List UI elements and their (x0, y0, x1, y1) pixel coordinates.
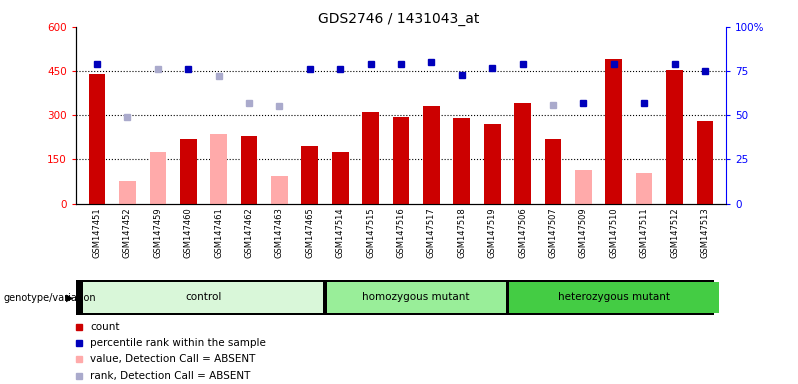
Bar (453, 118, 470, 204)
Text: GSM147465: GSM147465 (306, 207, 314, 258)
Text: count: count (90, 322, 120, 332)
Text: GSM147509: GSM147509 (579, 207, 588, 258)
Bar (544, 139, 561, 204)
Text: value, Detection Call = ABSENT: value, Detection Call = ABSENT (90, 354, 255, 364)
Bar (241, 136, 258, 204)
Text: GDS2746 / 1431043_at: GDS2746 / 1431043_at (318, 12, 480, 25)
Text: GSM147451: GSM147451 (93, 207, 101, 258)
Text: GSM147463: GSM147463 (275, 207, 284, 258)
Bar (484, 124, 500, 204)
Text: GSM147461: GSM147461 (214, 207, 223, 258)
Bar (149, 152, 166, 204)
Bar (362, 112, 379, 204)
Text: GSM147510: GSM147510 (609, 207, 618, 258)
Bar (271, 175, 288, 204)
Text: heterozygous mutant: heterozygous mutant (558, 292, 670, 302)
Text: percentile rank within the sample: percentile rank within the sample (90, 338, 266, 348)
Text: GSM147452: GSM147452 (123, 207, 132, 258)
Bar (666, 70, 683, 204)
Text: GSM147518: GSM147518 (457, 207, 466, 258)
Bar (180, 139, 196, 204)
Text: GSM147516: GSM147516 (397, 207, 405, 258)
Text: GSM147507: GSM147507 (548, 207, 558, 258)
Text: GSM147519: GSM147519 (488, 207, 496, 258)
Bar (636, 173, 653, 204)
Text: GSM147512: GSM147512 (670, 207, 679, 258)
Text: GSM147459: GSM147459 (153, 207, 162, 258)
Bar (332, 152, 349, 204)
Text: GSM147462: GSM147462 (244, 207, 254, 258)
Text: rank, Detection Call = ABSENT: rank, Detection Call = ABSENT (90, 371, 251, 381)
Bar (211, 134, 227, 204)
Bar (697, 121, 713, 204)
Text: ▶: ▶ (66, 293, 73, 303)
FancyBboxPatch shape (326, 282, 506, 313)
Text: GSM147506: GSM147506 (518, 207, 527, 258)
Bar (606, 59, 622, 204)
FancyBboxPatch shape (509, 282, 718, 313)
Text: control: control (185, 292, 222, 302)
FancyBboxPatch shape (76, 280, 714, 315)
FancyBboxPatch shape (84, 282, 323, 313)
Bar (514, 103, 531, 204)
Text: GSM147517: GSM147517 (427, 207, 436, 258)
Text: genotype/variation: genotype/variation (4, 293, 97, 303)
Text: GSM147513: GSM147513 (701, 207, 709, 258)
Bar (423, 106, 440, 204)
Bar (89, 74, 105, 204)
Text: GSM147514: GSM147514 (336, 207, 345, 258)
Text: homozygous mutant: homozygous mutant (362, 292, 470, 302)
Text: GSM147511: GSM147511 (640, 207, 649, 258)
Bar (302, 146, 318, 204)
Bar (575, 170, 591, 204)
Bar (393, 117, 409, 204)
Bar (119, 182, 136, 204)
Text: GSM147460: GSM147460 (184, 207, 193, 258)
Text: GSM147515: GSM147515 (366, 207, 375, 258)
